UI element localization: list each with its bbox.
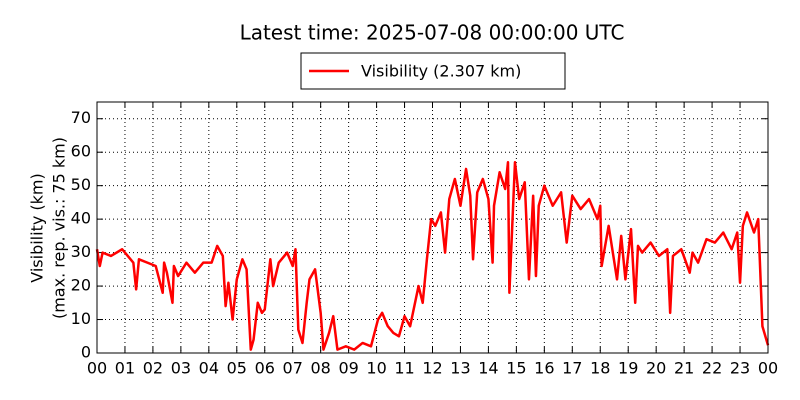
x-tick-label: 05 xyxy=(227,359,247,378)
y-tick-label: 10 xyxy=(71,309,91,328)
y-tick-label: 50 xyxy=(71,175,91,194)
data-line xyxy=(95,160,770,351)
x-tick-label: 00 xyxy=(87,359,107,378)
x-tick-label: 07 xyxy=(283,359,303,378)
y-tick-label: 60 xyxy=(71,142,91,161)
x-tick-label: 22 xyxy=(702,359,722,378)
x-tick-label: 03 xyxy=(171,359,191,378)
x-tick-label: 11 xyxy=(394,359,414,378)
plot-frame xyxy=(96,101,769,354)
x-tick-label: 01 xyxy=(115,359,135,378)
legend-label: Visibility (2.307 km) xyxy=(361,62,521,81)
y-tick-label: 0 xyxy=(81,343,91,362)
x-tick-label: 12 xyxy=(422,359,442,378)
x-tick-label: 17 xyxy=(562,359,582,378)
x-tick-label: 18 xyxy=(590,359,610,378)
chart-title: Latest time: 2025-07-08 00:00:00 UTC xyxy=(240,21,625,45)
y-tick-label: 30 xyxy=(71,242,91,261)
x-tick-label: 13 xyxy=(450,359,470,378)
x-tick-label: 04 xyxy=(199,359,219,378)
x-tick-label: 16 xyxy=(534,359,554,378)
y-tick-label: 40 xyxy=(71,209,91,228)
x-tick-label: 00 xyxy=(758,359,778,378)
x-tick-label: 02 xyxy=(143,359,163,378)
x-tick-label: 21 xyxy=(674,359,694,378)
x-tick-label: 20 xyxy=(646,359,666,378)
x-tick-label: 08 xyxy=(310,359,330,378)
y-tick-label: 20 xyxy=(71,276,91,295)
x-tick-label: 06 xyxy=(255,359,275,378)
x-tick-label: 19 xyxy=(618,359,638,378)
y-axis-label: Visibility (km) (max. rep. vis.: 75 km) xyxy=(28,137,69,319)
y-tick-label: 70 xyxy=(71,108,91,127)
x-tick-label: 15 xyxy=(506,359,526,378)
y-label-line: Visibility (km) xyxy=(28,173,47,282)
x-tick-label: 14 xyxy=(478,359,498,378)
x-tick-label: 23 xyxy=(730,359,750,378)
x-tick-label: 10 xyxy=(366,359,386,378)
x-tick-label: 09 xyxy=(338,359,358,378)
y-label-line: (max. rep. vis.: 75 km) xyxy=(50,137,69,319)
